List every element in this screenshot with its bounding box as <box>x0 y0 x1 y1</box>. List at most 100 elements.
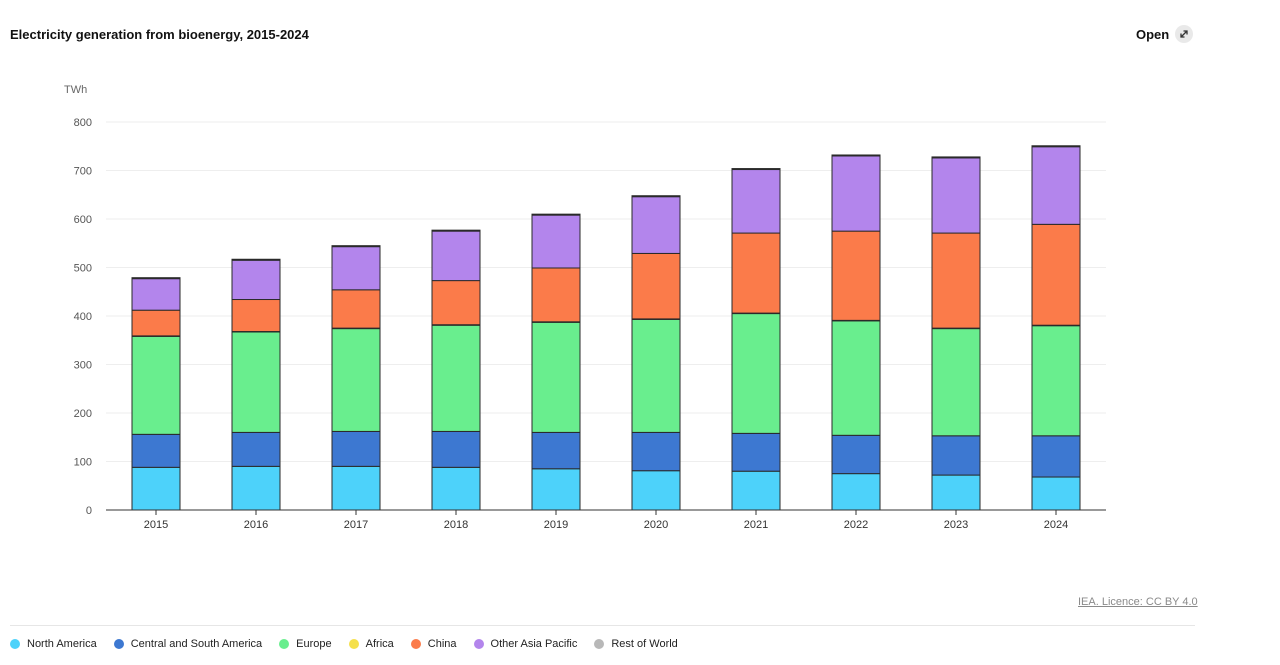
bar-segment-rest-of-world[interactable] <box>931 156 981 159</box>
bar-segment-north-america[interactable] <box>431 466 481 511</box>
bar-segment-other-asia-pacific[interactable] <box>931 157 981 234</box>
bar-segment-europe[interactable] <box>931 328 981 437</box>
bar-segment-rest-of-world[interactable] <box>1031 145 1081 148</box>
bar-segment-central-and-south-america[interactable] <box>731 432 781 472</box>
bar-stack-2017[interactable] <box>331 245 381 511</box>
bar-segment-europe[interactable] <box>831 320 881 436</box>
bar-segment-rest-of-world[interactable] <box>831 154 881 157</box>
bar-segment-europe[interactable] <box>531 321 581 433</box>
bar-segment-europe[interactable] <box>231 331 281 433</box>
y-axis-unit-label: TWh <box>64 84 87 96</box>
bar-segment-central-and-south-america[interactable] <box>331 430 381 467</box>
bar-segment-other-asia-pacific[interactable] <box>831 155 881 232</box>
legend-item-europe[interactable]: Europe <box>279 638 332 650</box>
x-tick-label: 2023 <box>944 519 968 531</box>
bar-segment-north-america[interactable] <box>231 465 281 511</box>
x-tick-label: 2015 <box>144 519 168 531</box>
legend-item-other-asia-pacific[interactable]: Other Asia Pacific <box>473 638 578 650</box>
bar-segment-central-and-south-america[interactable] <box>431 430 481 468</box>
legend-item-rest-of-world[interactable]: Rest of World <box>594 638 678 650</box>
bar-segment-europe[interactable] <box>731 313 781 434</box>
bar-segment-other-asia-pacific[interactable] <box>231 259 281 301</box>
licence-link[interactable]: IEA. Licence: CC BY 4.0 <box>1078 596 1198 608</box>
bar-segment-other-asia-pacific[interactable] <box>1031 146 1081 225</box>
bar-segment-north-america[interactable] <box>1031 476 1081 511</box>
bar-segment-north-america[interactable] <box>131 466 181 511</box>
x-tick-label: 2016 <box>244 519 268 531</box>
bar-segment-europe[interactable] <box>1031 325 1081 437</box>
bar-segment-other-asia-pacific[interactable] <box>331 246 381 291</box>
bar-segment-china[interactable] <box>331 289 381 329</box>
bar-segment-rest-of-world[interactable] <box>431 229 481 232</box>
legend-item-africa[interactable]: Africa <box>348 638 394 650</box>
bar-segment-china[interactable] <box>731 232 781 314</box>
legend-item-north-america[interactable]: North America <box>10 638 97 650</box>
bar-segment-rest-of-world[interactable] <box>131 277 181 280</box>
legend-label: Europe <box>296 638 332 650</box>
bar-segment-central-and-south-america[interactable] <box>531 431 581 470</box>
bar-segment-other-asia-pacific[interactable] <box>731 169 781 234</box>
bar-segment-central-and-south-america[interactable] <box>131 433 181 468</box>
bar-segment-north-america[interactable] <box>531 468 581 511</box>
bar-segment-other-asia-pacific[interactable] <box>431 230 481 282</box>
bar-segment-china[interactable] <box>631 252 681 320</box>
bar-stack-2018[interactable] <box>431 229 481 511</box>
bar-stack-2024[interactable] <box>1031 145 1081 511</box>
legend: North America Central and South America Eu… <box>10 638 695 650</box>
y-axis-ticks: 0 100 200 300 400 500 600 700 800 <box>74 117 92 517</box>
legend-swatch <box>348 639 359 649</box>
expand-icon <box>1175 25 1194 43</box>
bar-segment-rest-of-world[interactable] <box>331 245 381 248</box>
bar-segment-china[interactable] <box>131 309 181 337</box>
bar-segment-china[interactable] <box>531 267 581 323</box>
bar-segment-other-asia-pacific[interactable] <box>531 214 581 269</box>
bar-segment-north-america[interactable] <box>831 473 881 511</box>
bar-segment-central-and-south-america[interactable] <box>831 434 881 475</box>
bar-stack-2019[interactable] <box>531 213 581 511</box>
bar-segment-central-and-south-america[interactable] <box>1031 435 1081 478</box>
legend-item-china[interactable]: China <box>410 638 457 650</box>
bar-segment-central-and-south-america[interactable] <box>931 435 981 476</box>
bar-segment-europe[interactable] <box>431 324 481 432</box>
bar-stack-2021[interactable] <box>731 168 781 511</box>
legend-divider <box>10 625 1195 626</box>
legend-label: Other Asia Pacific <box>490 638 578 650</box>
bar-stack-2020[interactable] <box>631 195 681 511</box>
bars <box>131 145 1081 511</box>
bar-segment-china[interactable] <box>931 232 981 329</box>
bar-stack-2023[interactable] <box>931 156 981 511</box>
bar-segment-rest-of-world[interactable] <box>531 213 581 216</box>
bar-segment-north-america[interactable] <box>331 465 381 511</box>
bar-segment-other-asia-pacific[interactable] <box>131 278 181 311</box>
legend-swatch <box>594 639 605 649</box>
bar-segment-north-america[interactable] <box>731 470 781 511</box>
bar-segment-central-and-south-america[interactable] <box>231 431 281 467</box>
bar-stack-2016[interactable] <box>231 258 281 511</box>
bar-segment-china[interactable] <box>431 280 481 326</box>
bar-segment-other-asia-pacific[interactable] <box>631 196 681 254</box>
x-tick-label: 2019 <box>544 519 568 531</box>
bar-segment-china[interactable] <box>231 299 281 333</box>
bar-segment-north-america[interactable] <box>931 474 981 511</box>
bar-segment-rest-of-world[interactable] <box>631 195 681 198</box>
x-tick-label: 2024 <box>1044 519 1068 531</box>
bar-segment-north-america[interactable] <box>631 470 681 511</box>
x-tick-label: 2021 <box>744 519 768 531</box>
y-tick-label: 0 <box>86 505 92 517</box>
legend-item-central-and-south-america[interactable]: Central and South America <box>113 638 262 650</box>
bar-segment-europe[interactable] <box>631 318 681 433</box>
y-tick-label: 300 <box>74 360 92 372</box>
bar-segment-central-and-south-america[interactable] <box>631 431 681 472</box>
legend-label: Africa <box>365 638 394 650</box>
bar-stack-2015[interactable] <box>131 277 181 511</box>
open-button[interactable]: Open <box>1136 25 1194 43</box>
bar-segment-china[interactable] <box>831 230 881 321</box>
bar-segment-china[interactable] <box>1031 223 1081 326</box>
legend-label: Rest of World <box>611 638 678 650</box>
bar-segment-europe[interactable] <box>331 328 381 432</box>
x-tick-label: 2022 <box>844 519 868 531</box>
bar-stack-2022[interactable] <box>831 154 881 511</box>
bar-segment-rest-of-world[interactable] <box>231 258 281 261</box>
bar-segment-rest-of-world[interactable] <box>731 168 781 171</box>
bar-segment-europe[interactable] <box>131 335 181 435</box>
